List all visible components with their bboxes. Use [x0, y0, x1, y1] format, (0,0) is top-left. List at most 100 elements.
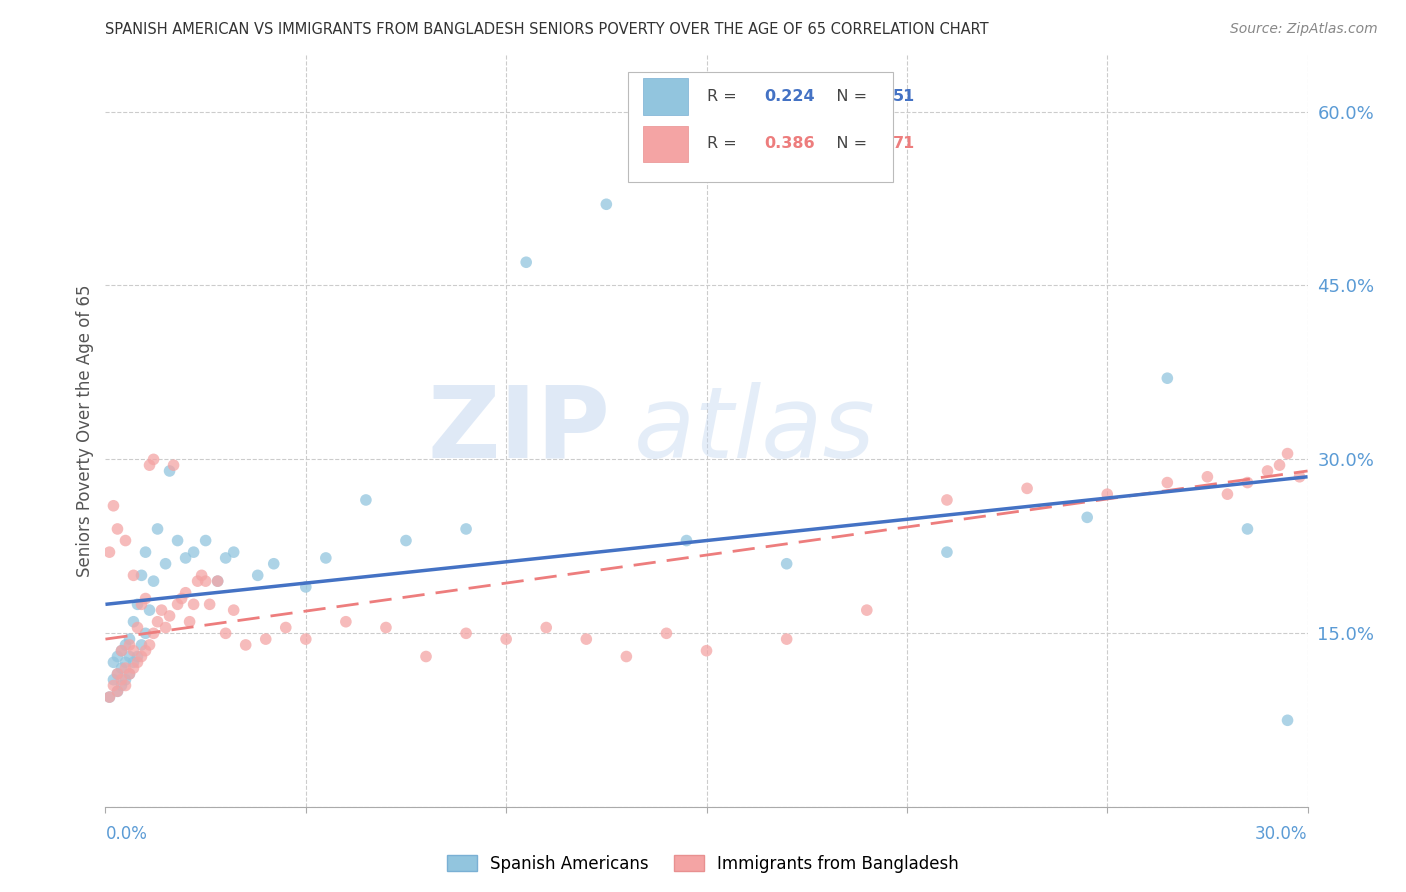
Point — [138, 458, 160, 473]
FancyBboxPatch shape — [628, 72, 893, 182]
Point — [107, 684, 129, 698]
Point — [131, 568, 153, 582]
Point — [122, 655, 145, 669]
Point — [295, 632, 318, 647]
Point — [155, 621, 177, 635]
Text: R =: R = — [707, 136, 741, 152]
Point — [1216, 487, 1239, 501]
Point — [114, 533, 136, 548]
Point — [142, 626, 165, 640]
Point — [135, 644, 157, 658]
Text: 0.0%: 0.0% — [105, 825, 148, 843]
Point — [110, 661, 132, 675]
Point — [174, 551, 197, 566]
Point — [103, 655, 125, 669]
Point — [214, 626, 236, 640]
Point — [207, 574, 229, 589]
Point — [122, 644, 145, 658]
Point — [534, 621, 557, 635]
Point — [122, 568, 145, 582]
Text: 71: 71 — [893, 136, 915, 152]
Point — [254, 632, 277, 647]
Point — [1236, 475, 1258, 490]
Point — [103, 499, 125, 513]
Point — [166, 598, 188, 612]
Point — [103, 673, 125, 687]
Point — [222, 545, 245, 559]
Text: 0.386: 0.386 — [765, 136, 815, 152]
Point — [1076, 510, 1098, 524]
Point — [110, 673, 132, 687]
Point — [454, 626, 477, 640]
Point — [127, 649, 149, 664]
Point — [110, 644, 132, 658]
Point — [222, 603, 245, 617]
Point — [98, 545, 121, 559]
Point — [142, 574, 165, 589]
Text: ZIP: ZIP — [427, 382, 610, 479]
Point — [198, 598, 221, 612]
Point — [138, 638, 160, 652]
Point — [1268, 458, 1291, 473]
Text: 51: 51 — [893, 89, 915, 104]
Point — [107, 684, 129, 698]
Point — [354, 492, 377, 507]
Point — [1277, 714, 1299, 728]
Point — [138, 603, 160, 617]
Point — [114, 638, 136, 652]
Point — [187, 574, 209, 589]
Point — [135, 545, 157, 559]
Point — [135, 626, 157, 640]
Point — [150, 603, 173, 617]
Point — [295, 580, 318, 594]
Point — [776, 557, 799, 571]
Point — [114, 673, 136, 687]
Point — [179, 615, 201, 629]
Point — [335, 615, 357, 629]
Point — [110, 679, 132, 693]
Point — [118, 638, 141, 652]
Point — [595, 197, 617, 211]
Point — [1197, 470, 1219, 484]
Point — [135, 591, 157, 606]
Point — [315, 551, 337, 566]
Point — [616, 649, 638, 664]
Point — [374, 621, 398, 635]
Point — [131, 598, 153, 612]
Point — [575, 632, 598, 647]
Point — [1017, 482, 1039, 496]
Point — [246, 568, 269, 582]
Point — [118, 649, 141, 664]
Text: 0.224: 0.224 — [765, 89, 815, 104]
Point — [107, 667, 129, 681]
Text: N =: N = — [821, 89, 872, 104]
Point — [855, 603, 877, 617]
Point — [415, 649, 437, 664]
Point — [263, 557, 285, 571]
Text: N =: N = — [821, 136, 872, 152]
Bar — [643, 78, 689, 114]
Point — [118, 667, 141, 681]
Point — [696, 644, 718, 658]
Point — [515, 255, 537, 269]
Point — [162, 458, 184, 473]
Point — [1257, 464, 1279, 478]
Point — [127, 621, 149, 635]
Point — [174, 586, 197, 600]
Point — [936, 492, 959, 507]
Point — [159, 609, 181, 624]
Y-axis label: Seniors Poverty Over the Age of 65: Seniors Poverty Over the Age of 65 — [76, 285, 94, 576]
Point — [159, 464, 181, 478]
Point — [98, 690, 121, 705]
Point — [107, 522, 129, 536]
Text: atlas: atlas — [634, 382, 876, 479]
Point — [675, 533, 697, 548]
Text: R =: R = — [707, 89, 741, 104]
Point — [170, 591, 193, 606]
Point — [194, 533, 217, 548]
Point — [1277, 447, 1299, 461]
Point — [131, 638, 153, 652]
Text: Source: ZipAtlas.com: Source: ZipAtlas.com — [1230, 22, 1378, 37]
Point — [155, 557, 177, 571]
Point — [655, 626, 678, 640]
